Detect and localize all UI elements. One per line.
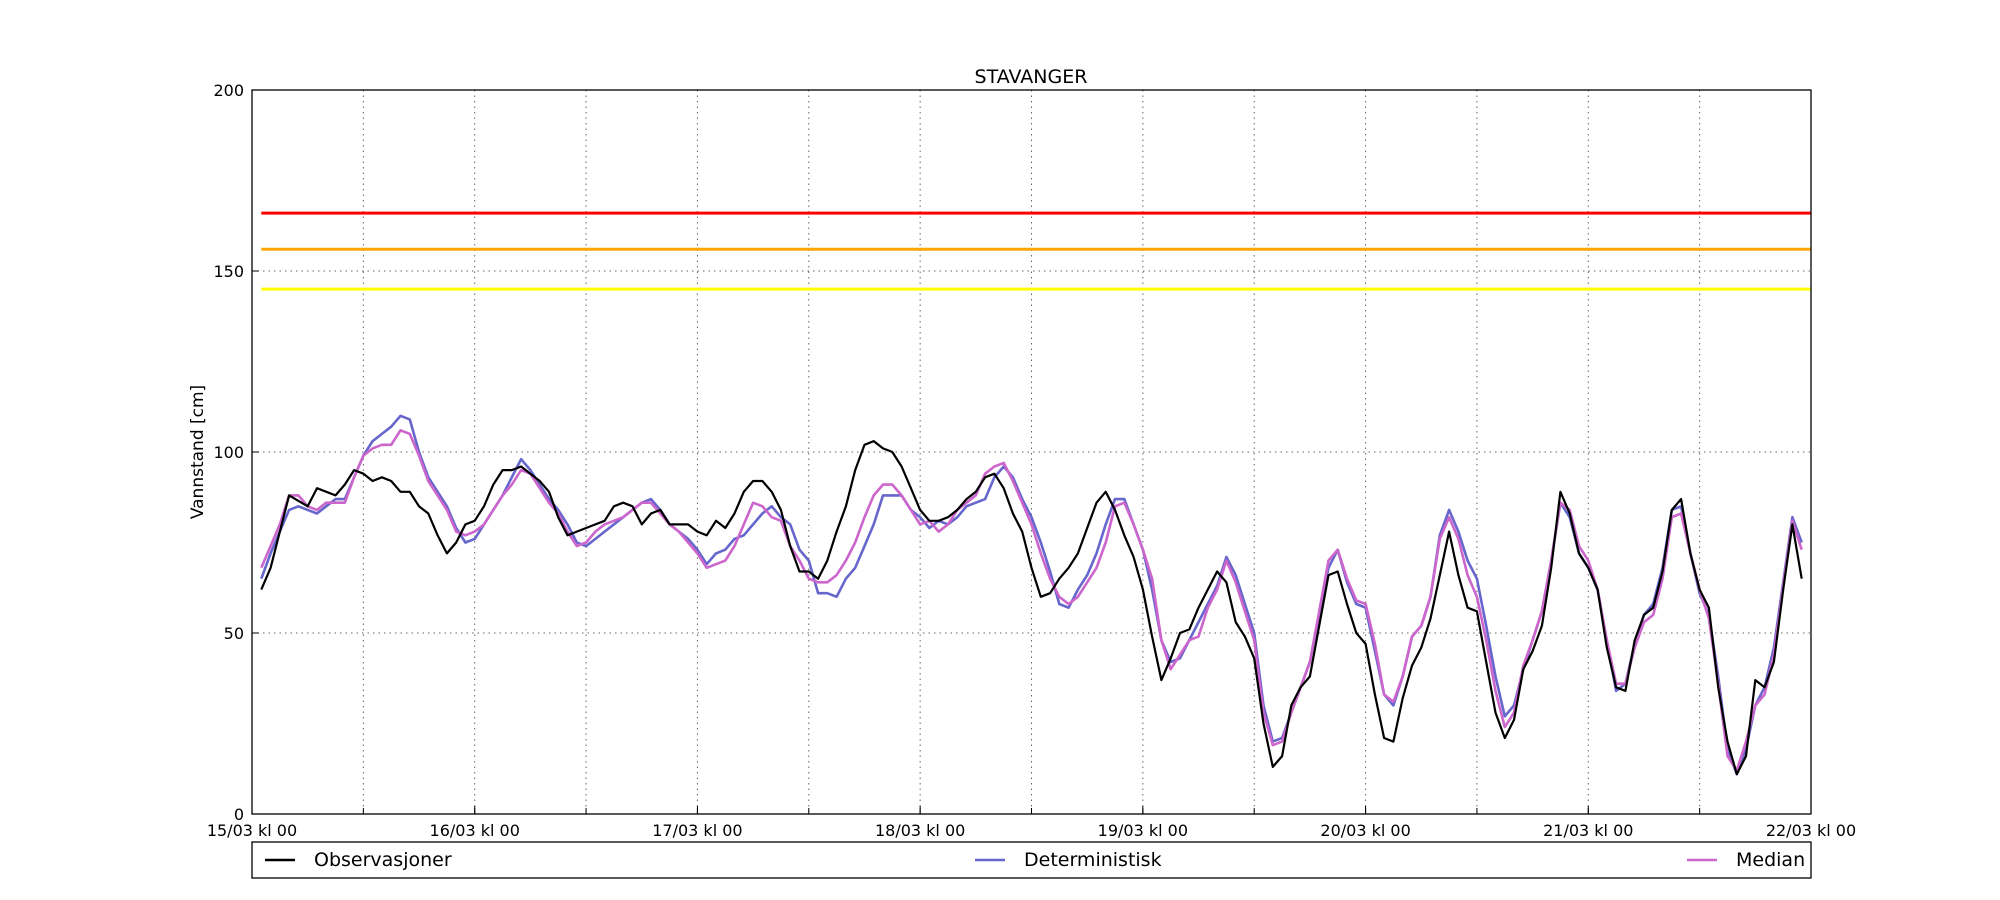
series-line-observasjoner (260, 440, 1803, 776)
x-tick-label: 16/03 kl 00 (430, 821, 520, 840)
y-tick-label: 100 (213, 443, 244, 462)
y-axis-label: Vannstand [cm] (188, 385, 208, 519)
series-line-median (260, 429, 1803, 772)
plot-frame (251, 89, 1812, 815)
legend-frame (251, 841, 1812, 879)
legend-label: Deterministisk (1024, 849, 1162, 871)
x-tick-label: 15/03 kl 00 (207, 821, 297, 840)
legend-label: Median (1736, 849, 1805, 871)
y-tick-label: 200 (213, 81, 244, 100)
x-tick-label: 22/03 kl 00 (1766, 821, 1856, 840)
x-tick-label: 17/03 kl 00 (652, 821, 742, 840)
legend: Observasjoner Deterministisk Median (251, 841, 1812, 879)
y-tick-label: 0 (234, 805, 244, 824)
threshold-lines (261, 211, 1811, 291)
y-tick-label: 150 (213, 262, 244, 281)
series-lines (260, 414, 1803, 776)
axes: 0 50 100 150 200 15/03 kl 00 16/03 kl 00 17/03 … (207, 81, 1856, 840)
x-tick-label: 19/03 kl 00 (1098, 821, 1188, 840)
chart-title: STAVANGER (975, 66, 1088, 88)
x-tick-label: 20/03 kl 00 (1320, 821, 1410, 840)
y-tick-label: 50 (224, 624, 244, 643)
grid (252, 90, 1811, 814)
legend-label: Observasjoner (314, 849, 452, 871)
x-tick-label: 21/03 kl 00 (1543, 821, 1633, 840)
x-tick-label: 18/03 kl 00 (875, 821, 965, 840)
